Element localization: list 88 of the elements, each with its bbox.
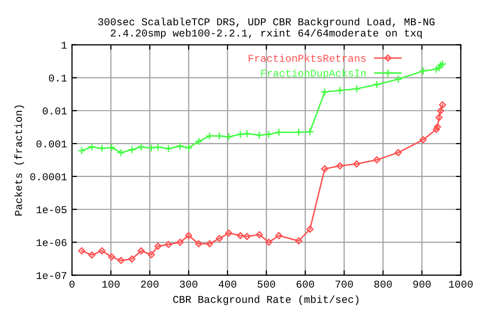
point [242,130,252,138]
legend-label: FractionPktsRetrans [248,54,366,62]
point [88,251,96,259]
point [394,75,402,84]
point [164,144,173,153]
point [206,240,214,248]
point [78,146,86,155]
point [195,240,202,248]
y-tick-label: 0.1 [49,74,67,82]
y-tick-label: 1e-05 [36,206,66,214]
x-tick-label: 400 [218,280,236,288]
point [194,137,203,146]
point [320,88,329,96]
x-tick-label: 500 [258,280,276,288]
point [215,132,224,140]
point [147,144,156,152]
point [108,143,116,152]
point [352,84,361,93]
point [373,156,380,164]
point [108,253,116,260]
point [128,146,136,154]
point [353,160,360,168]
point [117,256,125,264]
point [225,230,232,237]
x-tick-label: 200 [141,280,158,288]
point [336,162,344,170]
point [295,237,302,244]
point [164,240,172,248]
point [224,132,233,141]
point [206,132,214,140]
chart-title: 300sec ScalableTCP DRS, UDP CBR Background Load, MB-NG 2.4.20smp web100-2.2.1, rxint 64/64moderate on txq [98,18,435,39]
point [306,226,314,233]
point [434,64,444,72]
point [372,80,381,89]
y-tick-label: 1 [62,42,67,49]
point [176,142,184,150]
x-tick-label: 600 [296,280,314,288]
point [148,251,155,258]
point [435,114,443,122]
point [265,238,272,246]
x-axis-title: CBR Background Rate (mbit/sec) [173,295,358,306]
point [255,131,264,140]
point [438,101,446,108]
y-axis-title: Packets (fraction) [14,105,24,216]
point [394,149,402,156]
x-tick-label: 100 [102,280,120,288]
point [432,126,440,133]
x-tick-label: 1000 [449,280,473,288]
point [434,123,442,130]
point [128,255,136,263]
x-tick-label: 700 [336,280,353,288]
y-tick-label: 0.001 [36,140,67,148]
legend-label: FractionDupAcksIn [261,69,366,79]
y-tick-label: 1e-06 [36,239,66,246]
point [154,142,162,152]
point [236,232,244,240]
point [243,232,251,240]
point [78,247,86,254]
x-tick-label: 900 [413,280,431,288]
y-tick-label: 0.01 [42,107,67,115]
point [116,148,126,157]
y-tick-label: 1e-07 [36,272,66,280]
point [185,232,192,240]
point [294,128,303,136]
point [420,136,427,144]
point [418,66,428,76]
point [236,130,244,138]
point [98,247,106,254]
x-tick-label: 300 [180,280,198,288]
point [437,107,444,114]
x-tick-label: 800 [374,280,392,288]
point [137,142,146,152]
y-tick-label: 0.0001 [30,173,67,180]
point [336,86,344,95]
x-tick-label: 0 [70,280,74,288]
point [88,142,96,152]
point [274,128,283,136]
point [184,144,193,152]
point [321,165,328,172]
point [264,130,273,138]
point [154,242,162,250]
point [275,232,282,240]
point [138,247,145,254]
point [216,234,223,242]
point [306,128,314,136]
point [256,231,263,238]
point [98,144,106,153]
point [176,238,184,246]
